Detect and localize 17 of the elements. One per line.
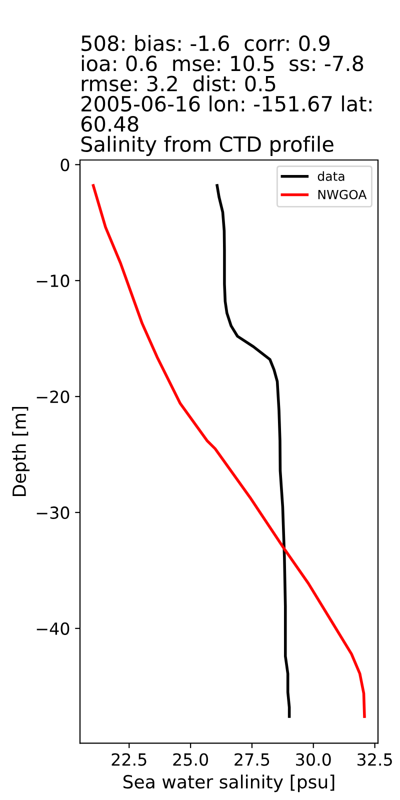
- chart-title: 508: bias: -1.6 corr: 0.9 ioa: 0.6 mse: 10.5 ss: -7.8 rmse: 3.2 dist: 0.5 2005-06-16 lon: -151.67 lat: 60.48 Salinity from CTD profile: [81, 35, 372, 156]
- y-axis-title: Depth [m]: [12, 406, 30, 496]
- y-tick-label: −10: [36, 274, 70, 288]
- x-axis-title: Sea water salinity [psu]: [123, 774, 334, 792]
- y-tick-label: −30: [36, 506, 70, 520]
- x-tick-label: 32.5: [358, 753, 392, 766]
- legend-label: NWGOA: [318, 190, 367, 200]
- line-series: [92, 184, 366, 718]
- x-tick-label: 30.0: [296, 753, 331, 766]
- y-tick-label: −40: [36, 622, 70, 635]
- x-tick-label: 22.5: [112, 753, 146, 766]
- legend-label: data: [318, 171, 344, 181]
- x-tick-label: 25.0: [173, 753, 208, 766]
- x-tick-label: 27.5: [234, 753, 270, 766]
- line-series: [216, 184, 291, 718]
- y-tick-label: 0: [60, 158, 70, 172]
- y-tick-label: −20: [36, 390, 70, 404]
